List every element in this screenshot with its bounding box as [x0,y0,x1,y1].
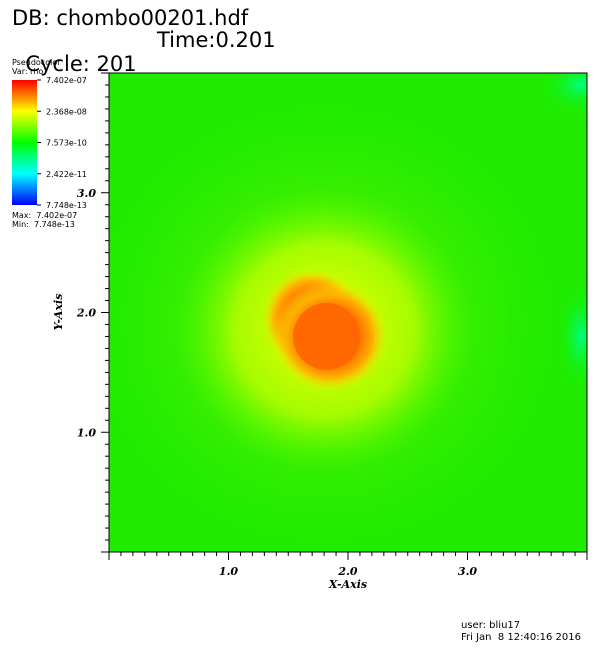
user-label: user: bliu17 [461,620,521,631]
x-tick-label: 1.0 [219,565,238,578]
x-axis-ticks: 1.0 2.0 3.0 [108,552,588,578]
legend-max: Max: 7.402e-07 [12,211,78,220]
legend-tick-label: 2.422e-11 [46,170,87,179]
heatmap-right-edge [557,282,587,391]
legend-ticks: 7.402e-07 2.368e-08 7.573e-10 2.422e-11 7.74… [37,76,87,210]
x-tick-label: 2.0 [337,565,357,578]
date-label: Fri Jan 8 12:40:16 2016 [461,632,581,643]
legend-variable: Var: rho [12,67,44,76]
heatmap-peak-core [293,302,360,370]
database-title: DB: chombo00201.hdf [12,6,249,30]
heatmap-field [109,73,587,552]
y-axis-ticks: 1.0 2.0 3.0 [76,72,109,553]
x-axis-title: X-Axis [328,578,367,591]
legend-tick-label: 2.368e-08 [46,107,87,116]
x-tick-label: 3.0 [458,565,477,578]
legend-tick-label: 7.402e-07 [46,76,87,85]
y-tick-label: 1.0 [77,426,96,439]
legend-colorbar [12,80,37,205]
cycle-label: Cycle: 201 [25,52,137,76]
time-label: Time:0.201 [157,28,276,52]
legend-tick-label: 7.573e-10 [46,139,87,148]
y-tick-label: 3.0 [77,187,96,200]
legend-tick-label: 7.748e-13 [46,201,87,210]
legend-plot-type: Pseudocolor [12,58,61,67]
cycle-time-line: Cycle: 201 Time:0.201 [12,28,275,76]
legend-min: Min: 7.748e-13 [12,220,75,229]
y-tick-label: 2.0 [76,307,96,320]
y-axis-title: Y-Axis [52,294,65,331]
heatmap-top-right-corner [539,73,587,115]
